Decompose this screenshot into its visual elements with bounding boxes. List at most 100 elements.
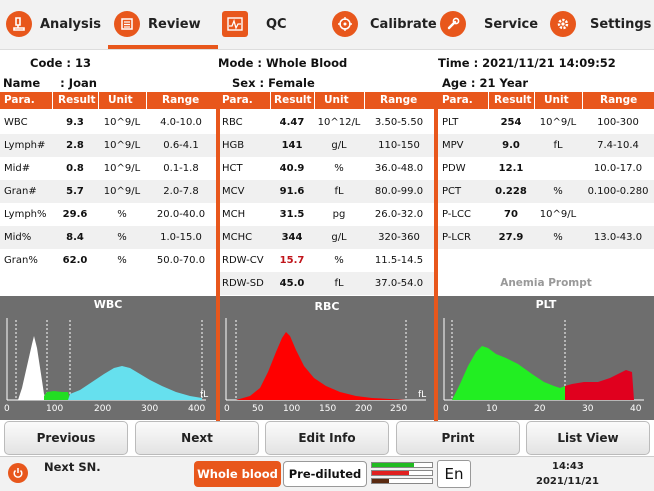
microscope-icon <box>6 11 32 37</box>
cell-range: 10.0-17.0 <box>593 163 643 174</box>
print-button[interactable]: Print <box>396 421 520 455</box>
cell-range: 3.50-5.50 <box>374 117 424 128</box>
x-unit: fL <box>200 390 209 400</box>
x-tick: 250 <box>390 404 408 414</box>
col-para: Para. <box>222 94 253 106</box>
col-result: Result <box>274 94 312 106</box>
wbc-histogram-plot <box>6 318 206 401</box>
clock-time: 14:43 <box>552 461 584 472</box>
cell-para: Mid% <box>4 232 32 243</box>
nav-tab-calibrate[interactable]: Calibrate <box>332 0 437 48</box>
table-row: MCV 91.6 fL 80.0-99.0 <box>220 180 434 203</box>
cell-result: 91.6 <box>279 186 305 197</box>
cell-para: RBC <box>222 117 243 128</box>
col-para: Para. <box>4 94 35 106</box>
histogram-title: RBC <box>314 300 340 313</box>
cell-range: 26.0-32.0 <box>374 209 424 220</box>
cell-para: WBC <box>4 117 28 128</box>
cell-unit: % <box>553 232 563 243</box>
whole-blood-mode-button[interactable]: Whole blood <box>194 461 281 487</box>
cell-unit: 10^9/L <box>103 163 141 174</box>
table-row: RBC 4.47 10^12/L 3.50-5.50 <box>220 111 434 134</box>
cell-para: P-LCR <box>442 232 471 243</box>
table-row: Gran# 5.7 10^9/L 2.0-7.8 <box>0 180 216 203</box>
cell-range: 320-360 <box>378 232 420 243</box>
list-icon <box>114 11 140 37</box>
cell-unit: 10^9/L <box>539 117 577 128</box>
table-row: P-LCR 27.9% 13.0-43.0 <box>438 226 654 249</box>
nav-tab-label: Analysis <box>40 16 101 32</box>
cell-range: 100-300 <box>597 117 639 128</box>
status-bar: Next SN. Whole blood Pre-diluted En 14:4… <box>0 456 654 491</box>
histogram-title: PLT <box>535 298 557 311</box>
cell-para: MCH <box>222 209 246 220</box>
table-row: PCT 0.228% 0.100-0.280 <box>438 180 654 203</box>
table-row: Mid% 8.4% 1.0-15.0 <box>0 226 216 249</box>
nav-tab-review[interactable]: Review <box>114 0 201 48</box>
cell-result: 15.7 <box>279 255 305 266</box>
cell-range: 0.100-0.280 <box>587 186 649 197</box>
list-view-button[interactable]: List View <box>526 421 650 455</box>
cell-result: 31.5 <box>279 209 305 220</box>
patient-age: Age : 21 Year <box>442 76 529 90</box>
next-button[interactable]: Next <box>135 421 259 455</box>
cell-unit: 10^12/L <box>317 117 361 128</box>
cell-para: P-LCC <box>442 209 471 220</box>
cell-result: 9.3 <box>66 117 84 128</box>
patient-name: Name : Joan <box>3 76 97 90</box>
power-icon[interactable] <box>8 463 28 483</box>
nav-tab-label: Settings <box>590 16 652 32</box>
table-header: Para. Result Unit Range <box>220 92 434 109</box>
col-range: Range <box>380 94 418 106</box>
histogram-title: WBC <box>93 298 123 311</box>
nav-tab-settings[interactable]: Settings <box>550 0 651 48</box>
table-row: MCHC 344 g/L 320-360 <box>220 226 434 249</box>
previous-button[interactable]: Previous <box>4 421 128 455</box>
cell-para: Mid# <box>4 163 31 174</box>
x-tick: 30 <box>582 404 594 414</box>
plt-results-table: Para. Result Unit Range PLT 254 10^9/L 100-… <box>438 92 654 295</box>
cell-result: 27.9 <box>498 232 524 243</box>
nav-tab-label: Review <box>148 16 201 32</box>
pre-diluted-mode-button[interactable]: Pre-diluted <box>283 461 367 487</box>
language-button[interactable]: En <box>437 460 471 488</box>
cell-unit: fL <box>334 186 344 197</box>
x-tick: 100 <box>283 404 301 414</box>
cell-unit: g/L <box>331 140 347 151</box>
cell-para: RDW-CV <box>222 255 264 266</box>
nav-tab-qc[interactable]: QC <box>222 0 287 48</box>
table-row: RDW-SD 45.0 fL 37.0-54.0 <box>220 272 434 295</box>
cell-range: 0.1-1.8 <box>163 163 199 174</box>
cell-range: 80.0-99.0 <box>374 186 424 197</box>
table-row: Gran% 62.0% 50.0-70.0 <box>0 249 216 272</box>
cell-range: 36.0-48.0 <box>374 163 424 174</box>
cell-result: 141 <box>281 140 303 151</box>
gear-icon <box>550 11 576 37</box>
cell-result: 12.1 <box>498 163 524 174</box>
column-divider <box>434 92 438 422</box>
plt-histogram: PLT 0 10 20 30 40 <box>438 296 654 420</box>
cell-para: Gran# <box>4 186 37 197</box>
x-tick: 100 <box>46 404 64 414</box>
col-result: Result <box>494 94 532 106</box>
cell-unit: g/L <box>331 232 347 243</box>
cell-para: PCT <box>442 186 462 197</box>
cell-unit: pg <box>332 209 346 220</box>
anemia-prompt: Anemia Prompt <box>500 277 592 289</box>
edit-info-button[interactable]: Edit Info <box>265 421 389 455</box>
reagent-level-indicator <box>371 461 433 487</box>
cell-result: 0.228 <box>495 186 527 197</box>
nav-tab-service[interactable]: Service <box>440 0 538 48</box>
x-tick: 200 <box>355 404 373 414</box>
nav-tab-analysis[interactable]: Analysis <box>6 0 101 48</box>
x-tick: 0 <box>4 404 10 414</box>
crosshair-icon <box>332 11 358 37</box>
active-tab-indicator <box>108 45 218 49</box>
table-row: PLT 254 10^9/L 100-300 <box>438 111 654 134</box>
col-result: Result <box>58 94 96 106</box>
x-tick: 150 <box>319 404 337 414</box>
nav-tab-label: Service <box>484 16 539 32</box>
cell-para: MPV <box>442 140 464 151</box>
cell-range: 1.0-15.0 <box>160 232 202 243</box>
cell-range: 110-150 <box>378 140 420 151</box>
